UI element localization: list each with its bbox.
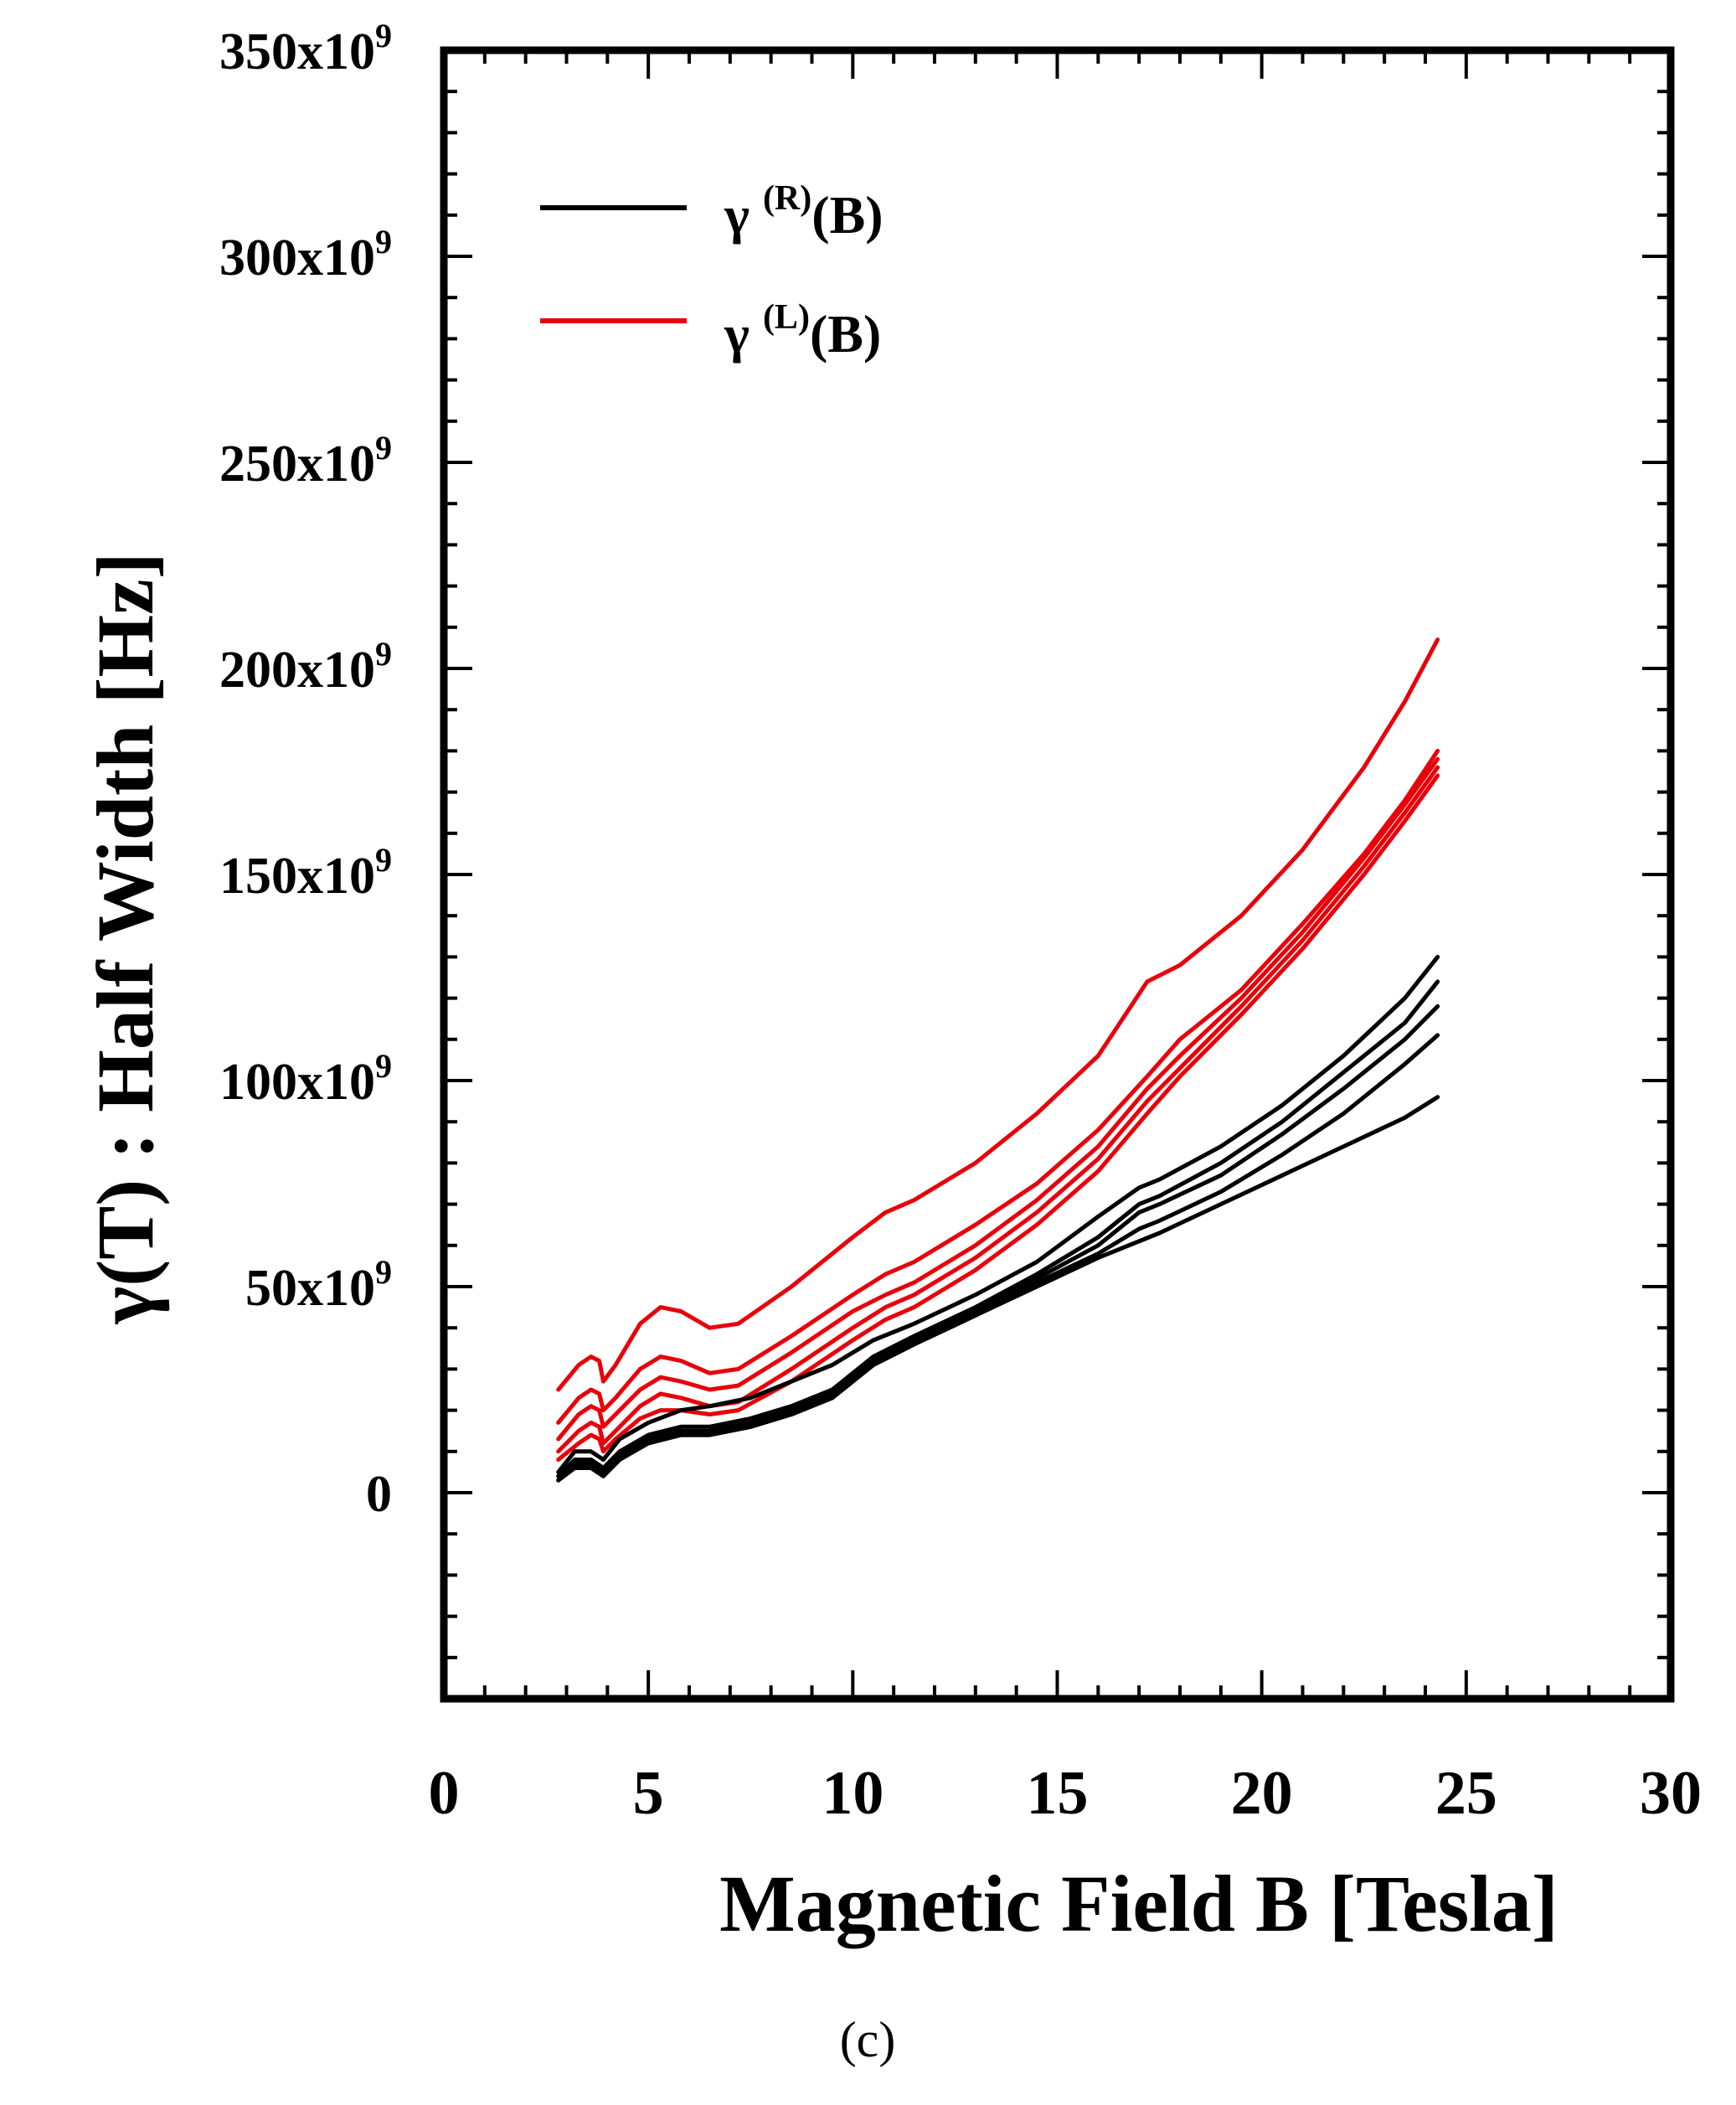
y-tick-label: 100x109 bbox=[219, 1047, 392, 1111]
y-tick-label: 200x109 bbox=[219, 635, 392, 699]
x-axis-title: Magnetic Field B [Tesla] bbox=[719, 1859, 1558, 1948]
x-tick-label: 10 bbox=[822, 1759, 883, 1828]
series-line-l-5 bbox=[556, 773, 1440, 1463]
y-tick-label: 0 bbox=[366, 1466, 392, 1523]
series-line-l-3 bbox=[556, 756, 1440, 1442]
x-tick-label: 0 bbox=[429, 1759, 460, 1828]
x-tick-label: 15 bbox=[1027, 1759, 1089, 1828]
x-tick-label: 25 bbox=[1435, 1759, 1497, 1828]
series-line-l-4 bbox=[556, 765, 1440, 1454]
x-tick-label: 5 bbox=[633, 1759, 664, 1828]
x-tick-labels: 0 5 10 15 20 25 30 bbox=[429, 1759, 1703, 1828]
series-line-l-2 bbox=[556, 748, 1440, 1425]
y-tick-label: 150x109 bbox=[219, 841, 392, 905]
y-tick-labels: 0 50x109 100x109 150x109 200x109 250x109 300x1… bbox=[219, 17, 392, 1523]
legend-label-r: γ (R)(B) bbox=[724, 179, 883, 245]
series-line-r-6 bbox=[556, 954, 1440, 1474]
series-layer bbox=[556, 637, 1440, 1483]
series-line-r-7 bbox=[556, 979, 1440, 1478]
y-axis-title: γ(T) : Half Width [Hz] bbox=[80, 552, 170, 1324]
y-tick-label: 250x109 bbox=[219, 429, 392, 493]
series-line-r-10 bbox=[556, 1095, 1440, 1483]
legend: γ (R)(B) γ (L)(B) bbox=[540, 179, 883, 364]
figure-caption: (c) bbox=[840, 2012, 896, 2067]
y-tick-label: 300x109 bbox=[219, 223, 392, 286]
legend-label-l: γ (L)(B) bbox=[724, 298, 881, 364]
plot-frame bbox=[440, 46, 1675, 1703]
x-tick-label: 20 bbox=[1231, 1759, 1293, 1828]
y-tick-label: 350x109 bbox=[219, 17, 392, 80]
x-tick-label: 30 bbox=[1640, 1759, 1702, 1828]
series-line-l-1 bbox=[556, 637, 1440, 1392]
y-tick-label: 50x109 bbox=[245, 1253, 392, 1317]
